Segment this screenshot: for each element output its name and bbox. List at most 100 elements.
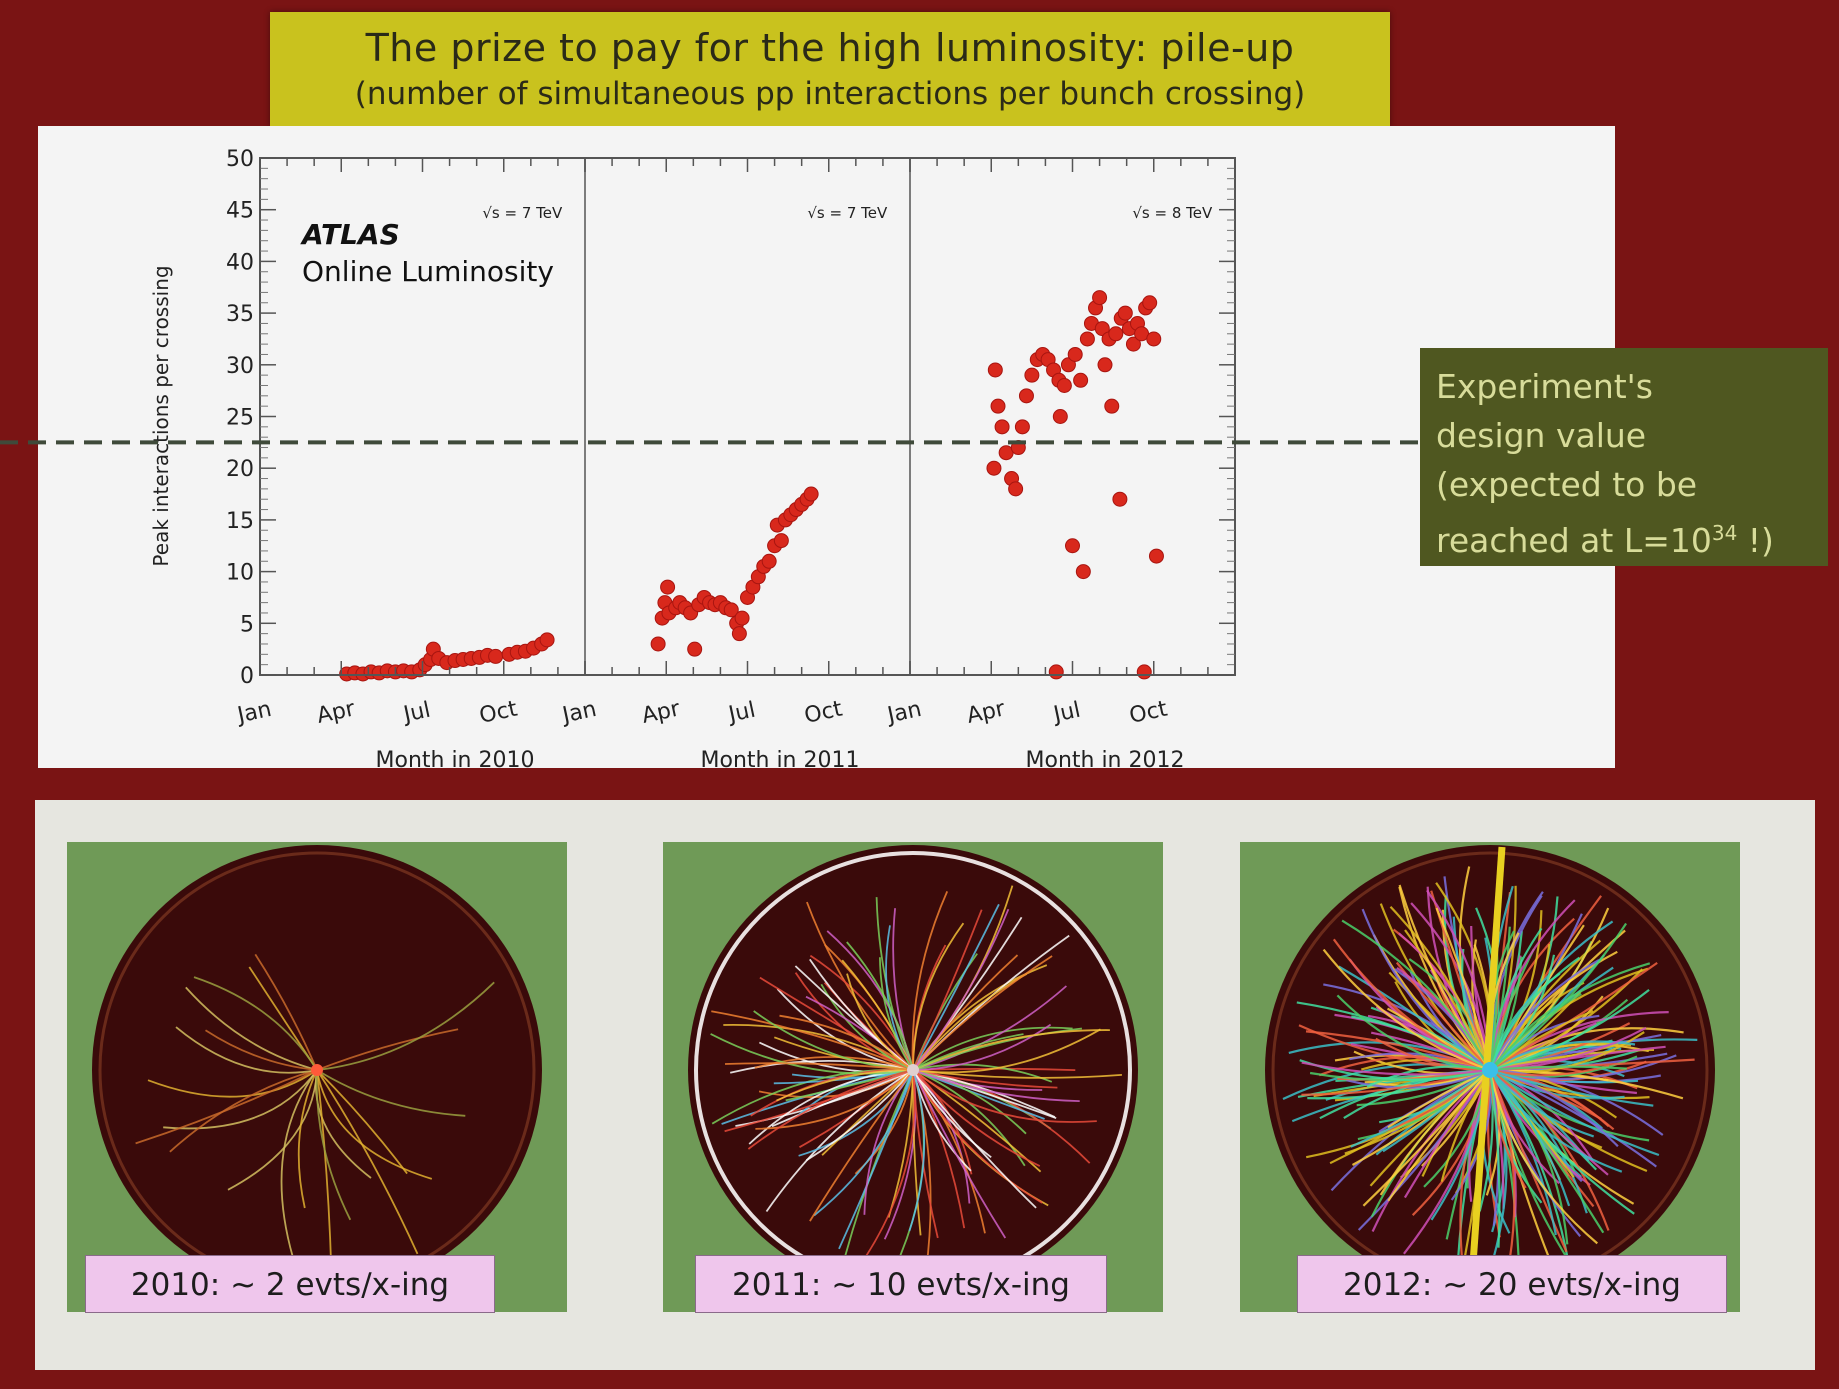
- data-point: [539, 632, 555, 648]
- event-displays-panel: 2010: ~ 2 evts/x-ing 2011: ~ 10 evts/x-i…: [35, 800, 1815, 1370]
- particle-track: [724, 1069, 914, 1133]
- event-display-2012-image: [1265, 845, 1715, 1308]
- callout-line-4-sup: 34: [1711, 521, 1738, 545]
- particle-track: [711, 1010, 914, 1071]
- particle-track: [747, 1069, 914, 1150]
- data-point: [650, 636, 666, 652]
- particle-track: [316, 981, 495, 1071]
- particle-track: [227, 1069, 318, 1191]
- particle-track: [1332, 938, 1491, 1071]
- particle-track: [912, 1069, 1026, 1167]
- data-point: [994, 419, 1010, 435]
- particle-track: [1404, 929, 1491, 1071]
- particle-track: [759, 976, 914, 1071]
- particle-track: [297, 1069, 318, 1209]
- data-point: [731, 626, 747, 642]
- particle-track: [912, 1069, 939, 1239]
- particle-track: [912, 1069, 1058, 1089]
- particle-track: [1489, 1068, 1650, 1100]
- y-tick-label: 10: [226, 561, 254, 586]
- online-luminosity-label: Online Luminosity: [302, 255, 554, 288]
- y-tick-label: 15: [226, 509, 254, 534]
- particle-track: [911, 891, 949, 1071]
- event-label-2012: 2012: ~ 20 evts/x-ing: [1297, 1255, 1727, 1313]
- data-point: [1104, 398, 1120, 414]
- particle-track: [1489, 1069, 1557, 1236]
- particle-track: [912, 1069, 1027, 1135]
- particle-track: [169, 1069, 318, 1153]
- particle-track: [765, 1069, 914, 1213]
- data-point: [1056, 377, 1072, 393]
- data-point: [1014, 419, 1030, 435]
- particle-track: [1489, 1069, 1610, 1231]
- event-display-2011: [663, 842, 1163, 1312]
- particle-track: [912, 1069, 922, 1236]
- particle-track: [846, 941, 914, 1071]
- particle-track: [185, 986, 318, 1071]
- high-pt-track: [1466, 846, 1506, 1308]
- particle-track: [912, 955, 1053, 1071]
- particle-track: [1301, 1061, 1491, 1076]
- particle-track: [1362, 1069, 1491, 1207]
- pileup-chart: 0 5 10 15 20 25 30 35 40 45 50 Peak interactions p…: [149, 147, 1236, 768]
- event-label-2010: 2010: ~ 2 evts/x-ing: [85, 1255, 495, 1313]
- particle-track: [1341, 919, 1491, 1071]
- particle-track: [316, 1069, 419, 1255]
- particle-track: [1488, 1069, 1501, 1248]
- y-tick-label: 45: [226, 199, 254, 224]
- design-value-line-layer: [0, 440, 1420, 445]
- atlas-label: ATLAS: [300, 218, 400, 251]
- particle-track: [912, 1069, 992, 1159]
- particle-track: [254, 953, 318, 1071]
- particle-track: [193, 976, 318, 1071]
- data-point: [1073, 372, 1089, 388]
- particle-track: [912, 1069, 1122, 1079]
- particle-track: [813, 1069, 914, 1217]
- data-point: [1146, 331, 1162, 347]
- particle-track: [1336, 994, 1491, 1072]
- particle-track: [135, 1069, 318, 1145]
- y-tick-label: 20: [226, 457, 254, 482]
- particle-track: [316, 1069, 333, 1270]
- particle-track: [729, 1060, 914, 1074]
- energy-label: √s = 8 TeV: [1132, 204, 1213, 222]
- data-point: [723, 602, 739, 618]
- particle-track: [1322, 948, 1491, 1072]
- data-point: [1142, 295, 1158, 311]
- data-point: [761, 553, 777, 569]
- particle-track: [1489, 958, 1600, 1071]
- data-point: [1097, 357, 1113, 373]
- data-point: [1018, 388, 1034, 404]
- data-point: [987, 362, 1003, 378]
- title-line-2: (number of simultaneous pp interactions …: [354, 76, 1306, 112]
- data-point: [1117, 305, 1133, 321]
- callout-line-3: (expected to be: [1436, 465, 1698, 504]
- y-axis-label: Peak interactions per crossing: [149, 265, 173, 566]
- vertex: [311, 1064, 323, 1076]
- particle-track: [794, 965, 914, 1071]
- particle-track: [1389, 905, 1492, 1071]
- data-point: [803, 486, 819, 502]
- y-tick-label: 5: [240, 612, 254, 637]
- particle-track: [1489, 1064, 1610, 1077]
- data-point: [1065, 538, 1080, 554]
- design-value-callout: Experiment's design value (expected to b…: [1420, 348, 1828, 566]
- callout-line-4-suffix: !): [1737, 521, 1774, 560]
- y-tick-label: 50: [226, 147, 254, 172]
- pileup-chart-panel: 0 5 10 15 20 25 30 35 40 45 50 Peak interactions p…: [0, 126, 1615, 768]
- title-line-1: The prize to pay for the high luminosity…: [365, 26, 1295, 70]
- particle-track: [1489, 992, 1582, 1071]
- callout-line-1: Experiment's: [1436, 367, 1653, 406]
- particle-track: [776, 1069, 914, 1102]
- x-tick-label: Jul: [400, 698, 433, 728]
- data-point: [660, 579, 676, 595]
- particle-track: [912, 1069, 1007, 1239]
- particle-track: [912, 909, 983, 1071]
- particle-track: [912, 1069, 1080, 1102]
- particle-track: [908, 1069, 926, 1232]
- particle-track: [809, 1069, 914, 1222]
- data-point: [1092, 290, 1108, 306]
- particle-track: [912, 1069, 1041, 1167]
- particle-track: [316, 1028, 459, 1071]
- particle-track: [912, 903, 1000, 1071]
